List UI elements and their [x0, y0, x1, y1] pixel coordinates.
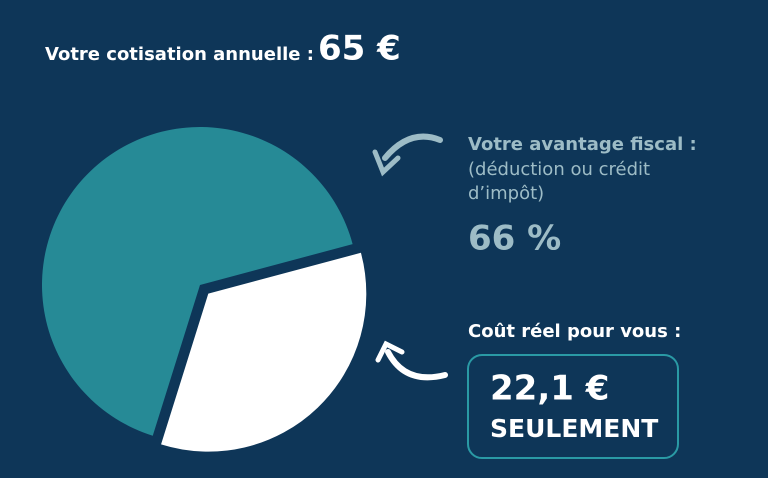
advantage-desc: d’impôt)	[468, 183, 544, 204]
cost-value: 22,1 €	[490, 369, 609, 409]
cost-note: SEULEMENT	[490, 414, 658, 443]
cost-box	[467, 354, 679, 459]
arrow-cost	[375, 340, 448, 381]
pie-slice	[42, 126, 353, 436]
pie	[42, 126, 367, 452]
title-value: 65 €	[318, 29, 401, 69]
title: Votre cotisation annuelle :	[45, 44, 314, 65]
advantage-value: 66 %	[468, 219, 561, 259]
advantage-desc: (déduction ou crédit	[468, 159, 650, 180]
pie-slice	[161, 252, 367, 452]
advantage-title: Votre avantage fiscal :	[468, 134, 697, 155]
arrow-advantage	[372, 133, 443, 177]
cost-title: Coût réel pour vous :	[468, 321, 681, 342]
